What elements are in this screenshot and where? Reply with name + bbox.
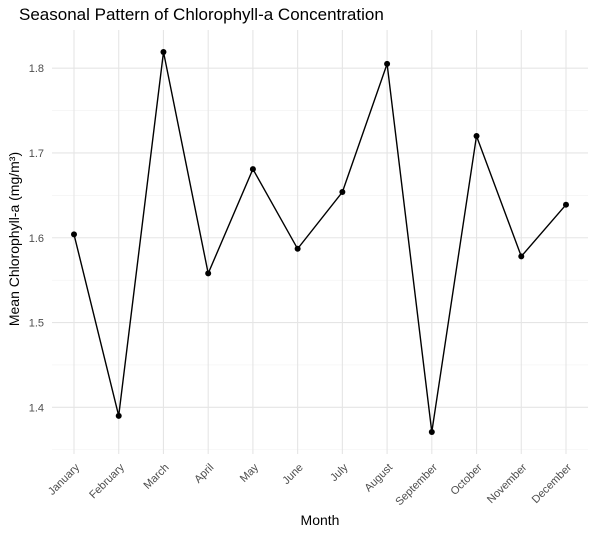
x-tick-label: August <box>363 462 396 495</box>
data-point <box>339 188 346 195</box>
data-point <box>518 253 525 260</box>
x-tick-label: May <box>238 461 262 485</box>
data-point <box>473 133 480 139</box>
y-tick-label: 1.6 <box>29 233 44 245</box>
data-point <box>160 49 167 56</box>
data-point <box>115 412 122 419</box>
x-tick-label: June <box>280 462 305 487</box>
x-tick-label: September <box>393 461 440 508</box>
data-point <box>249 166 256 173</box>
x-tick-label: December <box>530 461 575 506</box>
chart-title: Seasonal Pattern of Chlorophyll-a Concen… <box>19 5 384 24</box>
x-tick-label: February <box>87 461 127 501</box>
x-axis-title: Month <box>301 512 340 528</box>
data-point <box>294 245 301 252</box>
x-tick-labels: January February March April May June July Augu… <box>46 461 574 508</box>
x-tick-label: January <box>46 461 83 498</box>
x-tick-label: March <box>141 462 171 492</box>
x-tick-label: April <box>192 462 216 486</box>
data-point <box>563 201 569 208</box>
data-point <box>71 231 77 238</box>
data-point <box>205 270 212 277</box>
data-point <box>428 428 435 435</box>
x-tick-label: July <box>328 461 351 484</box>
y-tick-label: 1.5 <box>29 318 44 330</box>
data-point <box>384 60 391 67</box>
y-tick-label: 1.8 <box>29 63 44 75</box>
series <box>71 49 569 435</box>
grid <box>52 30 588 454</box>
x-tick-label: November <box>485 461 530 506</box>
y-axis-title: Mean Chlorophyll-a (mg/m³) <box>6 152 22 326</box>
series-line <box>73 51 567 433</box>
x-tick-label: October <box>449 461 485 497</box>
y-tick-labels: 1.4 1.5 1.6 1.7 1.8 <box>29 63 44 414</box>
y-tick-label: 1.4 <box>29 402 44 414</box>
y-tick-label: 1.7 <box>29 148 44 160</box>
